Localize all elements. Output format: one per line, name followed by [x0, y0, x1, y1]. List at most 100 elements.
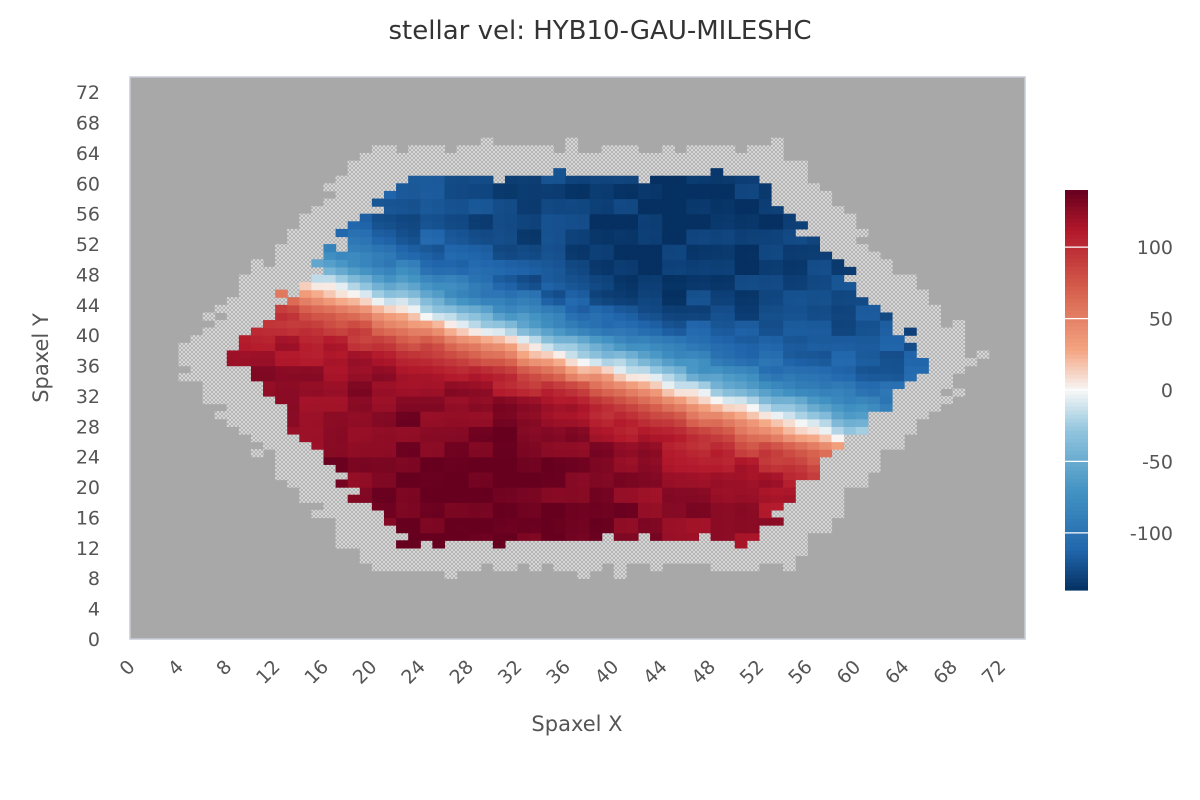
velocity-cell — [420, 479, 433, 488]
velocity-cell — [589, 426, 603, 435]
velocity-cell — [843, 395, 857, 405]
masked-cell — [383, 152, 397, 162]
velocity-cell — [517, 441, 530, 450]
velocity-cell — [504, 456, 518, 465]
velocity-cell — [504, 190, 518, 200]
velocity-cell — [601, 456, 615, 465]
velocity-cell — [601, 403, 615, 412]
velocity-cell — [492, 471, 506, 481]
velocity-cell — [734, 479, 748, 488]
velocity-cell — [347, 327, 361, 336]
masked-cell — [686, 145, 700, 154]
velocity-cell — [480, 335, 494, 344]
velocity-cell — [396, 494, 409, 503]
velocity-cell — [444, 342, 458, 351]
velocity-cell — [855, 297, 869, 306]
x-axis-label: Spaxel X — [531, 712, 622, 736]
velocity-cell — [396, 540, 409, 549]
masked-cell — [371, 160, 385, 169]
masked-cell — [904, 403, 917, 412]
velocity-cell — [383, 259, 397, 268]
velocity-cell — [698, 433, 712, 443]
masked-cell — [311, 236, 325, 245]
velocity-cell — [347, 365, 361, 374]
masked-cell — [311, 206, 325, 215]
velocity-cell — [783, 494, 796, 503]
velocity-cell — [565, 525, 579, 534]
velocity-cell — [746, 266, 760, 276]
velocity-cell — [650, 517, 663, 526]
velocity-cell — [674, 464, 687, 473]
y-tick-label: 16 — [76, 508, 100, 530]
velocity-cell — [456, 259, 470, 268]
masked-cell — [371, 517, 385, 526]
velocity-cell — [613, 441, 627, 450]
velocity-cell — [807, 418, 820, 427]
velocity-cell — [831, 274, 845, 283]
velocity-cell — [299, 282, 313, 291]
velocity-cell — [686, 456, 700, 465]
velocity-cell — [746, 525, 760, 534]
velocity-cell — [408, 433, 421, 443]
velocity-cell — [299, 304, 313, 314]
masked-cell — [916, 320, 929, 329]
masked-cell — [795, 532, 808, 541]
masked-cell — [976, 350, 990, 359]
velocity-cell — [504, 335, 518, 344]
velocity-cell — [710, 289, 724, 298]
velocity-cell — [722, 388, 736, 397]
masked-cell — [698, 152, 712, 162]
masked-cell — [891, 395, 905, 405]
velocity-cell — [263, 342, 276, 351]
x-tick-label: 12 — [252, 656, 285, 689]
masked-cell — [371, 547, 385, 557]
masked-cell — [299, 487, 313, 496]
velocity-cell — [420, 464, 433, 473]
velocity-cell — [674, 373, 687, 382]
velocity-cell — [710, 297, 724, 306]
velocity-cell — [650, 342, 663, 351]
colorbar-segment — [1065, 390, 1088, 395]
velocity-cell — [613, 228, 627, 238]
velocity-cell — [553, 274, 566, 283]
velocity-cell — [480, 464, 494, 473]
velocity-cell — [420, 236, 433, 245]
velocity-cell — [371, 320, 385, 329]
masked-cell — [456, 540, 470, 549]
masked-cell — [577, 152, 591, 162]
masked-cell — [783, 563, 796, 572]
velocity-cell — [879, 365, 893, 374]
velocity-cell — [722, 259, 736, 268]
velocity-cell — [698, 509, 712, 519]
masked-cell — [190, 335, 204, 344]
velocity-cell — [456, 449, 470, 458]
velocity-cell — [650, 289, 663, 298]
velocity-cell — [698, 183, 712, 192]
x-tick-label: 72 — [978, 656, 1011, 689]
velocity-cell — [420, 206, 433, 215]
velocity-cell — [492, 190, 506, 200]
colorbar-segment — [1065, 386, 1088, 391]
velocity-cell — [517, 517, 530, 526]
velocity-cell — [444, 433, 458, 443]
velocity-cell — [637, 236, 651, 245]
velocity-cell — [650, 494, 663, 503]
velocity-cell — [456, 228, 470, 238]
velocity-cell — [637, 190, 651, 200]
velocity-cell — [758, 502, 772, 511]
velocity-cell — [577, 274, 591, 283]
velocity-cell — [589, 274, 603, 283]
velocity-cell — [565, 532, 579, 541]
velocity-cell — [662, 373, 675, 382]
masked-cell — [347, 175, 361, 184]
velocity-cell — [529, 456, 542, 465]
masked-cell — [662, 547, 675, 557]
velocity-cell — [359, 259, 373, 268]
velocity-cell — [674, 320, 687, 329]
velocity-cell — [432, 175, 446, 184]
velocity-cell — [613, 502, 627, 511]
velocity-cell — [843, 282, 857, 291]
velocity-cell — [662, 418, 675, 427]
velocity-cell — [468, 190, 482, 200]
velocity-cell — [686, 380, 700, 389]
